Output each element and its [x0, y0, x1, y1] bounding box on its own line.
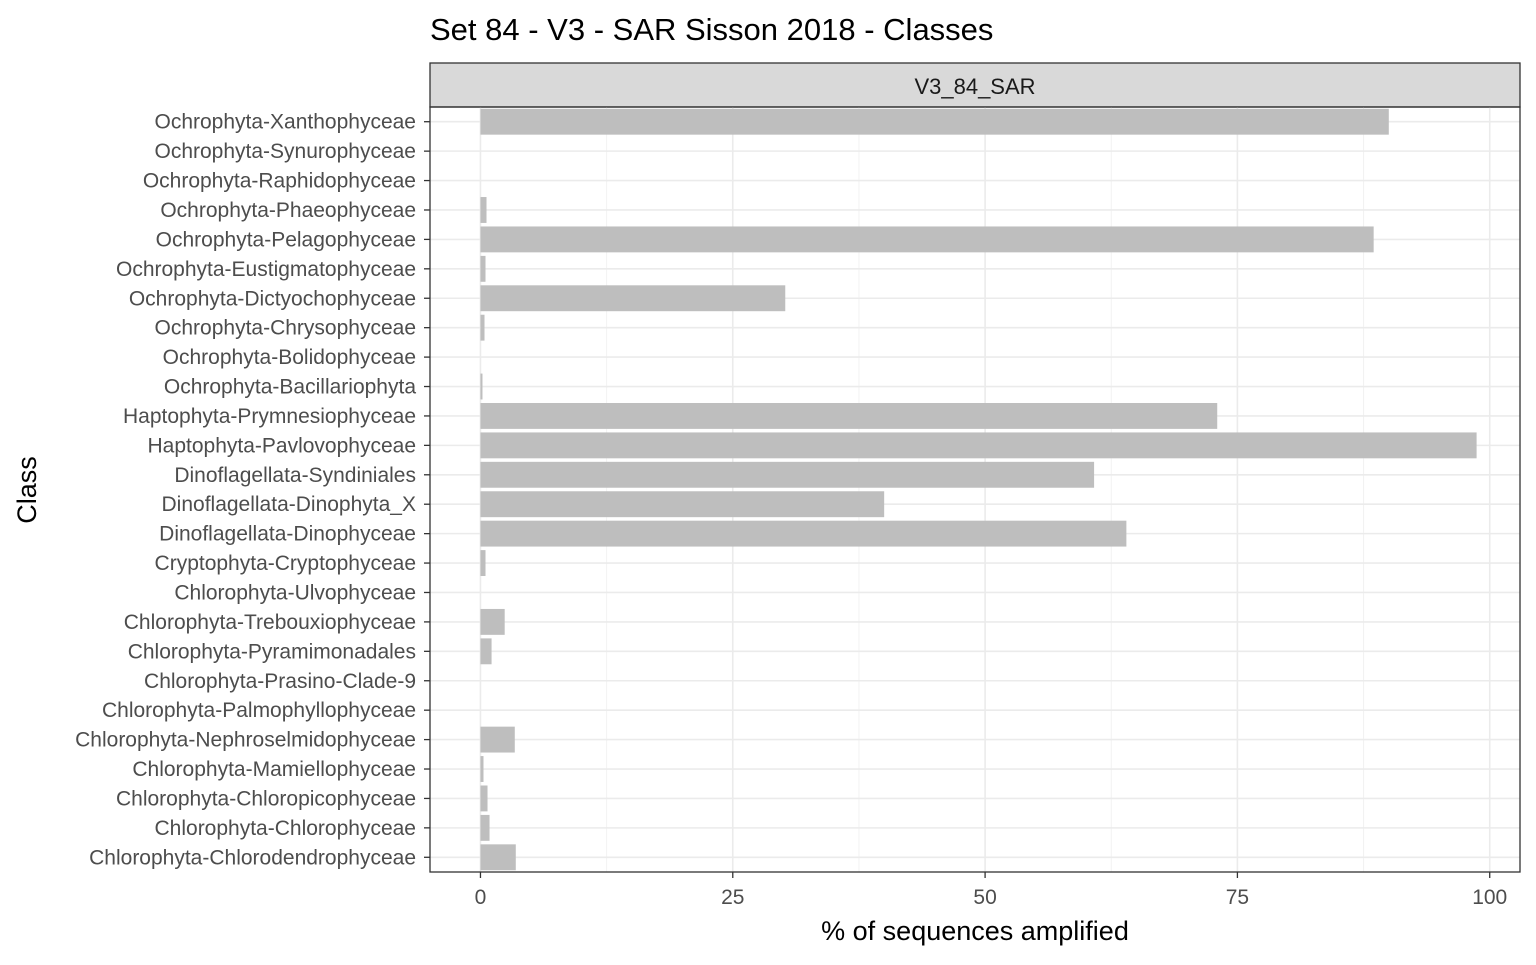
bar	[480, 402, 1218, 429]
x-tick-label: 0	[475, 886, 487, 909]
y-tick-label: Ochrophyta-Bolidophyceae	[163, 346, 416, 369]
x-axis: 0 25 50 75 100	[475, 872, 1507, 909]
x-tick-label: 25	[721, 886, 744, 909]
x-axis-title: % of sequences amplified	[821, 916, 1129, 946]
y-tick-label: Chlorophyta-Chloropicophyceae	[116, 787, 416, 810]
y-tick-label: Ochrophyta-Bacillariophyta	[164, 376, 416, 399]
y-tick-label: Dinoflagellata-Dinophyta_X	[162, 493, 417, 516]
y-tick-label: Dinoflagellata-Syndiniales	[174, 464, 416, 487]
y-tick-label: Chlorophyta-Ulvophyceae	[174, 581, 416, 604]
bar	[480, 432, 1477, 459]
bar	[480, 491, 885, 518]
bar	[480, 108, 1389, 135]
y-tick-label: Ochrophyta-Dictyochophyceae	[129, 287, 416, 310]
y-tick-label: Ochrophyta-Xanthophyceae	[154, 111, 416, 134]
bar	[480, 285, 786, 312]
gridlines	[430, 107, 1520, 872]
bar	[480, 373, 483, 400]
y-axis-title: Class	[12, 456, 42, 524]
x-tick-label: 100	[1472, 886, 1507, 909]
y-tick-label: Ochrophyta-Synurophyceae	[155, 140, 417, 163]
y-tick-label: Chlorophyta-Chlorophyceae	[155, 817, 417, 840]
x-tick-label: 75	[1226, 886, 1249, 909]
y-tick-label: Cryptophyta-Cryptophyceae	[155, 552, 416, 575]
bar	[480, 756, 484, 782]
bar	[480, 608, 505, 635]
bar	[480, 844, 516, 871]
y-tick-label: Chlorophyta-Palmophyllophyceae	[102, 699, 416, 722]
bar	[480, 314, 485, 341]
y-tick-label: Chlorophyta-Chlorodendrophyceae	[89, 846, 416, 869]
y-tick-label: Chlorophyta-Pyramimonadales	[128, 640, 416, 663]
y-tick-label: Ochrophyta-Raphidophyceae	[143, 170, 416, 193]
y-tick-label: Chlorophyta-Trebouxiophyceae	[124, 611, 416, 634]
chart-title: Set 84 - V3 - SAR Sisson 2018 - Classes	[430, 12, 993, 47]
bar	[480, 638, 492, 665]
facet-label: V3_84_SAR	[914, 74, 1035, 99]
panel-border	[429, 106, 1521, 873]
y-tick-label: Ochrophyta-Phaeophyceae	[160, 199, 416, 222]
facet-strip	[429, 62, 1521, 108]
y-tick-label: Ochrophyta-Chrysophyceae	[155, 317, 416, 340]
y-axis: Ochrophyta-Xanthophyceae Ochrophyta-Synur…	[75, 111, 430, 869]
bar	[480, 550, 486, 577]
bar	[480, 785, 488, 812]
y-tick-label: Chlorophyta-Prasino-Clade-9	[144, 670, 416, 693]
bar	[480, 226, 1374, 253]
y-tick-label: Ochrophyta-Eustigmatophyceae	[116, 258, 416, 281]
bar	[480, 461, 1095, 488]
y-tick-label: Haptophyta-Prymnesiophyceae	[123, 405, 416, 428]
y-tick-label: Dinoflagellata-Dinophyceae	[159, 523, 416, 546]
y-tick-label: Haptophyta-Pavlovophyceae	[147, 434, 416, 457]
bar	[480, 255, 486, 282]
x-tick-label: 50	[973, 886, 996, 909]
y-tick-label: Chlorophyta-Nephroselmidophyceae	[75, 729, 416, 752]
bar	[480, 814, 490, 841]
bar	[480, 520, 1127, 547]
y-tick-label: Ochrophyta-Pelagophyceae	[156, 228, 416, 251]
bar	[480, 197, 487, 223]
y-tick-label: Chlorophyta-Mamiellophyceae	[132, 758, 416, 781]
bar	[480, 726, 515, 753]
bars	[480, 108, 1477, 871]
